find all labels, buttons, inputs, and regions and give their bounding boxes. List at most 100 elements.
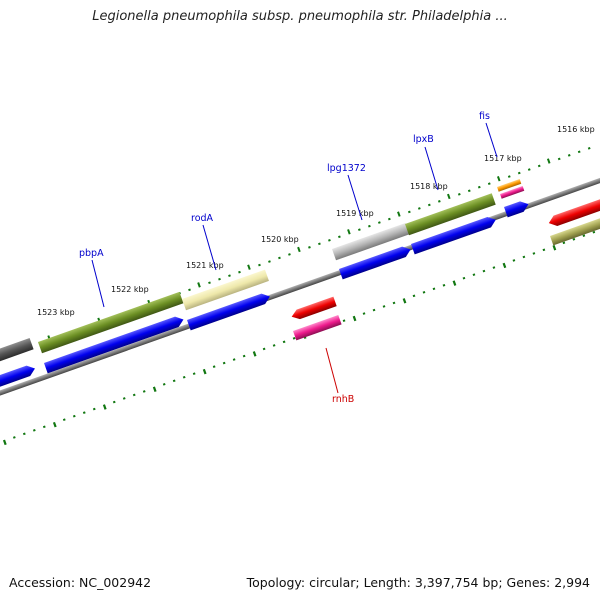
tick-label: 1516 kbp	[557, 125, 595, 134]
tick-mark	[522, 255, 526, 259]
tick-mark	[362, 312, 366, 315]
tick-mark	[372, 308, 376, 312]
gene-label[interactable]: lpxB	[413, 134, 434, 145]
tick-mark	[367, 224, 371, 228]
cds-segment[interactable]	[182, 269, 269, 311]
tick-mark	[62, 418, 66, 422]
tick-mark	[467, 189, 471, 193]
tick-mark	[232, 358, 236, 361]
inner-tick-track	[2, 230, 596, 446]
tick-mark	[532, 252, 536, 255]
gene-label[interactable]: pbpA	[79, 248, 104, 259]
gene-leader-line	[347, 174, 363, 221]
tick-mark	[572, 237, 576, 241]
forward-gene-arrow[interactable]	[504, 199, 530, 218]
tick-label: 1518 kbp	[410, 182, 448, 191]
tick-mark	[507, 175, 511, 178]
cds-segment[interactable]	[550, 212, 600, 246]
cds-segment[interactable]	[500, 185, 525, 199]
tick-mark	[202, 368, 207, 375]
gene-label[interactable]: fis	[479, 111, 490, 122]
tick-mark	[562, 241, 566, 245]
tick-label: 1517 kbp	[484, 154, 522, 163]
cds-segment[interactable]	[38, 291, 184, 354]
tick-mark	[587, 146, 591, 150]
tick-mark	[228, 274, 231, 277]
feature-track	[0, 178, 600, 391]
tick-mark	[377, 221, 381, 224]
tick-mark	[397, 211, 401, 217]
tick-label: 1521 kbp	[186, 261, 224, 270]
tick-label: 1523 kbp	[37, 308, 75, 317]
tick-mark	[546, 158, 551, 164]
gene-leader-line	[424, 146, 439, 191]
tick-mark	[567, 154, 571, 157]
cds-segment[interactable]	[405, 193, 496, 236]
tick-mark	[392, 301, 396, 305]
gene-label[interactable]: rodA	[191, 213, 214, 224]
tick-mark	[492, 266, 496, 269]
tick-mark	[542, 248, 546, 252]
label-layer: 1523 kbp 1522 kbp 1521 kbp 1520 kbp 1519 kbp…	[37, 111, 595, 405]
tick-mark	[268, 260, 271, 263]
tick-mark	[552, 245, 557, 251]
tick-label: 1522 kbp	[111, 285, 149, 294]
tick-mark	[407, 210, 411, 214]
tick-mark	[2, 439, 7, 446]
tick-mark	[208, 281, 211, 285]
tick-mark	[222, 361, 226, 365]
tick-label: 1519 kbp	[336, 209, 374, 218]
tick-mark	[32, 429, 36, 432]
tick-mark	[132, 393, 136, 397]
tick-mark	[328, 238, 331, 242]
tick-mark	[308, 246, 311, 249]
forward-gene-arrow[interactable]	[0, 363, 37, 391]
tick-mark	[247, 264, 251, 270]
tick-label: 1520 kbp	[261, 235, 299, 244]
tick-mark	[432, 287, 436, 291]
cds-segment[interactable]	[0, 337, 34, 364]
tick-mark	[212, 365, 216, 368]
tick-mark	[452, 280, 457, 286]
cds-segment[interactable]	[293, 314, 342, 341]
forward-gene-arrow[interactable]	[187, 291, 272, 331]
cds-segment[interactable]	[332, 222, 410, 261]
genome-backbone	[0, 163, 600, 409]
tick-mark	[422, 291, 426, 294]
tick-mark	[282, 340, 286, 344]
tick-mark	[427, 203, 431, 207]
cds-segment[interactable]	[497, 178, 522, 192]
tick-mark	[172, 379, 176, 383]
reverse-gene-arrow[interactable]	[290, 296, 337, 322]
tick-mark	[412, 294, 416, 298]
forward-gene-arrow[interactable]	[44, 314, 185, 374]
tick-mark	[188, 288, 191, 292]
gene-leader-line	[325, 347, 339, 394]
tick-mark	[447, 193, 451, 200]
tick-mark	[457, 192, 461, 196]
tick-mark	[342, 319, 346, 322]
forward-gene-arrow[interactable]	[411, 215, 498, 255]
tick-mark	[252, 351, 257, 357]
forward-gene-arrow[interactable]	[339, 244, 412, 280]
tick-mark	[358, 228, 361, 231]
tick-mark	[352, 315, 357, 322]
tick-mark	[262, 347, 266, 351]
tick-mark	[92, 407, 96, 411]
tick-mark	[122, 397, 126, 400]
tick-mark	[278, 256, 281, 260]
tick-mark	[382, 305, 386, 308]
tick-mark	[52, 421, 57, 428]
tick-mark	[502, 262, 507, 269]
tick-mark	[417, 207, 421, 210]
tick-mark	[197, 282, 201, 288]
tick-mark	[512, 259, 516, 262]
gene-label[interactable]: rnhB	[332, 394, 354, 405]
tick-mark	[112, 400, 116, 404]
tick-mark	[347, 229, 351, 235]
tick-mark	[182, 375, 186, 379]
gene-label[interactable]: lpg1372	[327, 163, 366, 174]
gene-leader-line	[202, 224, 217, 271]
gene-leader-line	[91, 259, 105, 308]
